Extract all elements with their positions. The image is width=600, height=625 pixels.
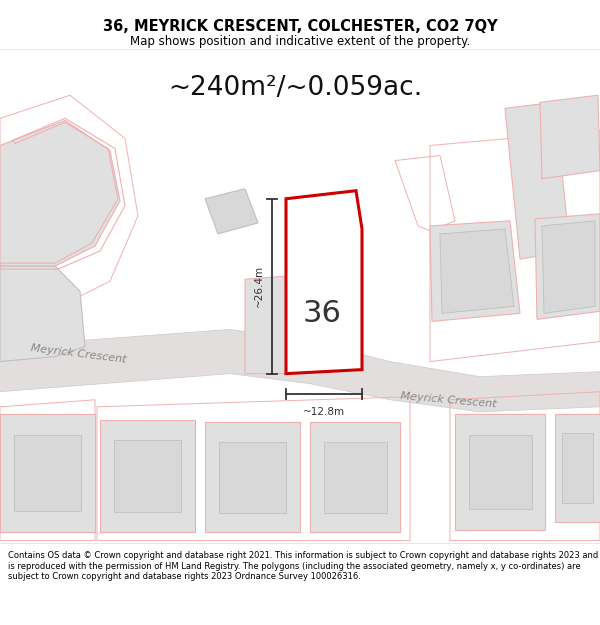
Polygon shape — [295, 274, 358, 368]
Text: ~12.8m: ~12.8m — [303, 407, 345, 417]
Polygon shape — [205, 422, 300, 532]
Polygon shape — [100, 420, 195, 532]
Polygon shape — [505, 102, 570, 259]
Polygon shape — [0, 121, 120, 266]
Text: Meyrick Crescent: Meyrick Crescent — [30, 342, 127, 364]
Polygon shape — [245, 276, 286, 374]
Polygon shape — [440, 229, 514, 313]
Text: 36, MEYRICK CRESCENT, COLCHESTER, CO2 7QY: 36, MEYRICK CRESCENT, COLCHESTER, CO2 7Q… — [103, 19, 497, 34]
Text: Map shows position and indicative extent of the property.: Map shows position and indicative extent… — [130, 36, 470, 48]
Polygon shape — [14, 435, 81, 511]
Polygon shape — [219, 442, 286, 512]
Polygon shape — [540, 95, 600, 179]
Text: ~26.4m: ~26.4m — [254, 265, 264, 308]
Text: Meyrick Crescent: Meyrick Crescent — [400, 391, 497, 409]
Polygon shape — [562, 433, 593, 503]
Polygon shape — [455, 414, 545, 531]
Text: ~240m²/~0.059ac.: ~240m²/~0.059ac. — [168, 75, 422, 101]
Polygon shape — [0, 414, 95, 532]
Polygon shape — [0, 266, 85, 362]
Polygon shape — [205, 189, 258, 234]
Polygon shape — [0, 329, 600, 412]
Polygon shape — [535, 214, 600, 319]
Text: Contains OS data © Crown copyright and database right 2021. This information is : Contains OS data © Crown copyright and d… — [8, 551, 598, 581]
Text: 36: 36 — [302, 299, 341, 328]
Polygon shape — [555, 414, 600, 522]
Polygon shape — [310, 422, 400, 532]
Polygon shape — [286, 191, 362, 374]
Polygon shape — [469, 435, 532, 509]
Polygon shape — [542, 221, 595, 313]
Polygon shape — [430, 221, 520, 321]
Polygon shape — [323, 442, 386, 512]
Polygon shape — [114, 440, 181, 512]
